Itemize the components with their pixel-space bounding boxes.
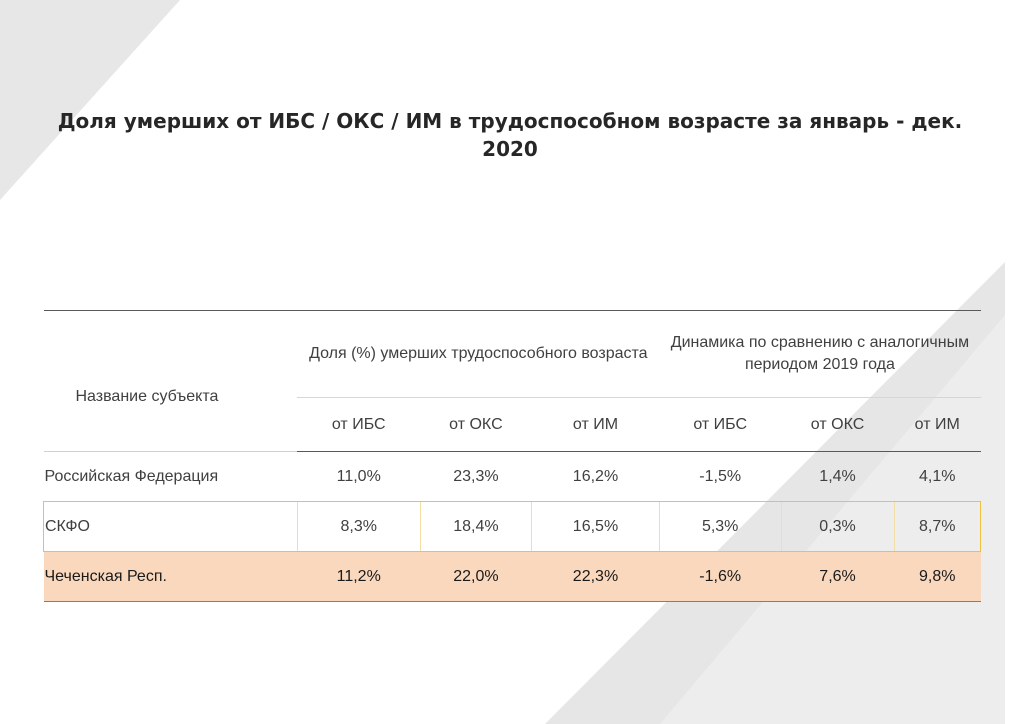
table-row-skfo: СКФО 8,3% 18,4% 16,5% 5,3% 0,3% 8,7%: [43, 501, 982, 552]
data-table: Название субъекта Доля (%) умерших трудо…: [43, 310, 982, 602]
subheader-oks: от ОКС: [420, 397, 532, 452]
table-cell: 11,2%: [297, 551, 421, 602]
subheader-dyn-ibs: от ИБС: [659, 397, 782, 452]
subheader-im: от ИМ: [531, 397, 660, 452]
slide-title: Доля умерших от ИБС / ОКС / ИМ в трудосп…: [57, 109, 963, 161]
dynamics-group-header: Динамика по сравнению с аналогичным пери…: [659, 310, 981, 398]
table-cell: 22,0%: [420, 551, 532, 602]
table-cell: 22,3%: [531, 551, 660, 602]
table-cell: 8,7%: [893, 501, 982, 552]
row-name: СКФО: [43, 501, 298, 552]
table-cell: 4,1%: [919, 467, 956, 485]
subheader-dyn-oks: от ОКС: [781, 397, 895, 452]
subheader-ibs: от ИБС: [297, 397, 421, 452]
table-cell: 16,5%: [531, 501, 660, 552]
table-cell: 18,4%: [419, 501, 532, 552]
top-left-gray-triangle: [0, 0, 180, 200]
table-cell: 8,3%: [296, 501, 421, 552]
table-cell: 11,0%: [336, 467, 381, 485]
table-cell: 7,6%: [781, 551, 895, 602]
subheader-dyn-im: от ИМ: [894, 397, 981, 452]
table-cell: 1,4%: [819, 467, 856, 485]
table-row-russian-federation: Российская Федерация 11,0% 23,3% 16,2% -…: [44, 452, 981, 502]
table-cell: 0,3%: [780, 501, 895, 552]
row-name: Российская Федерация: [44, 467, 219, 485]
table-cell: 23,3%: [453, 467, 499, 485]
row-name: Чеченская Респ.: [43, 551, 298, 602]
table-header-row: Название субъекта Доля (%) умерших трудо…: [43, 310, 981, 452]
death-share-group-header: Доля (%) умерших трудоспособного возраст…: [297, 310, 660, 398]
table-cell: 16,2%: [572, 467, 619, 485]
table-cell: -1,5%: [699, 467, 742, 485]
table-subheader-row: от ИБС от ОКС от ИМ от ИБС от ОКС от ИМ: [44, 397, 981, 452]
table-cell: -1,6%: [659, 551, 782, 602]
subject-name-header: Название субъекта: [43, 310, 298, 452]
table-row-chechen-republic: Чеченская Респ. 11,2% 22,0% 22,3% -1,6% …: [43, 551, 981, 602]
table-cell: 5,3%: [658, 501, 782, 552]
table-cell: 9,8%: [894, 551, 981, 602]
